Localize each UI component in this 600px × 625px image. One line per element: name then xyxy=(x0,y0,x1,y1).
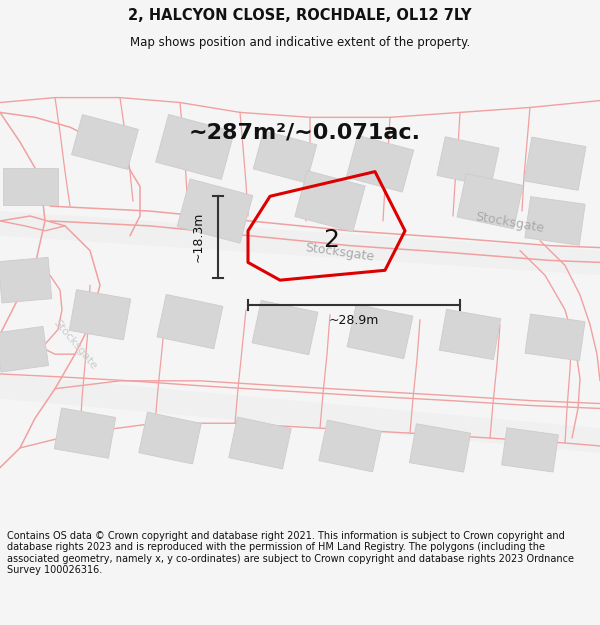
Polygon shape xyxy=(71,114,139,169)
Polygon shape xyxy=(69,289,131,340)
Polygon shape xyxy=(525,314,585,361)
Text: Stocksgate: Stocksgate xyxy=(475,211,545,236)
Text: Stocksgate: Stocksgate xyxy=(305,241,376,264)
Polygon shape xyxy=(0,326,49,372)
Polygon shape xyxy=(524,137,586,190)
Polygon shape xyxy=(229,417,291,469)
Polygon shape xyxy=(439,309,501,359)
Polygon shape xyxy=(319,420,381,472)
Text: Map shows position and indicative extent of the property.: Map shows position and indicative extent… xyxy=(130,36,470,49)
Text: ~28.9m: ~28.9m xyxy=(329,314,379,327)
Polygon shape xyxy=(346,136,414,192)
Polygon shape xyxy=(0,258,52,303)
Polygon shape xyxy=(155,114,235,179)
Polygon shape xyxy=(295,171,365,232)
Text: Stocksgate: Stocksgate xyxy=(51,318,99,371)
Polygon shape xyxy=(0,211,600,275)
Text: Contains OS data © Crown copyright and database right 2021. This information is : Contains OS data © Crown copyright and d… xyxy=(7,531,574,576)
Polygon shape xyxy=(253,131,317,183)
Polygon shape xyxy=(525,197,585,245)
Polygon shape xyxy=(457,174,523,229)
Text: 2: 2 xyxy=(323,228,339,252)
Polygon shape xyxy=(139,412,201,464)
Text: 2, HALCYON CLOSE, ROCHDALE, OL12 7LY: 2, HALCYON CLOSE, ROCHDALE, OL12 7LY xyxy=(128,8,472,23)
Polygon shape xyxy=(177,179,253,243)
Polygon shape xyxy=(2,168,58,205)
Polygon shape xyxy=(54,408,116,458)
Polygon shape xyxy=(409,424,470,472)
Text: ~18.3m: ~18.3m xyxy=(191,212,205,262)
Text: ~287m²/~0.071ac.: ~287m²/~0.071ac. xyxy=(189,122,421,142)
Polygon shape xyxy=(157,294,223,349)
Polygon shape xyxy=(437,137,499,187)
Polygon shape xyxy=(347,304,413,359)
Polygon shape xyxy=(252,301,318,355)
Polygon shape xyxy=(502,428,559,472)
Polygon shape xyxy=(0,374,600,453)
